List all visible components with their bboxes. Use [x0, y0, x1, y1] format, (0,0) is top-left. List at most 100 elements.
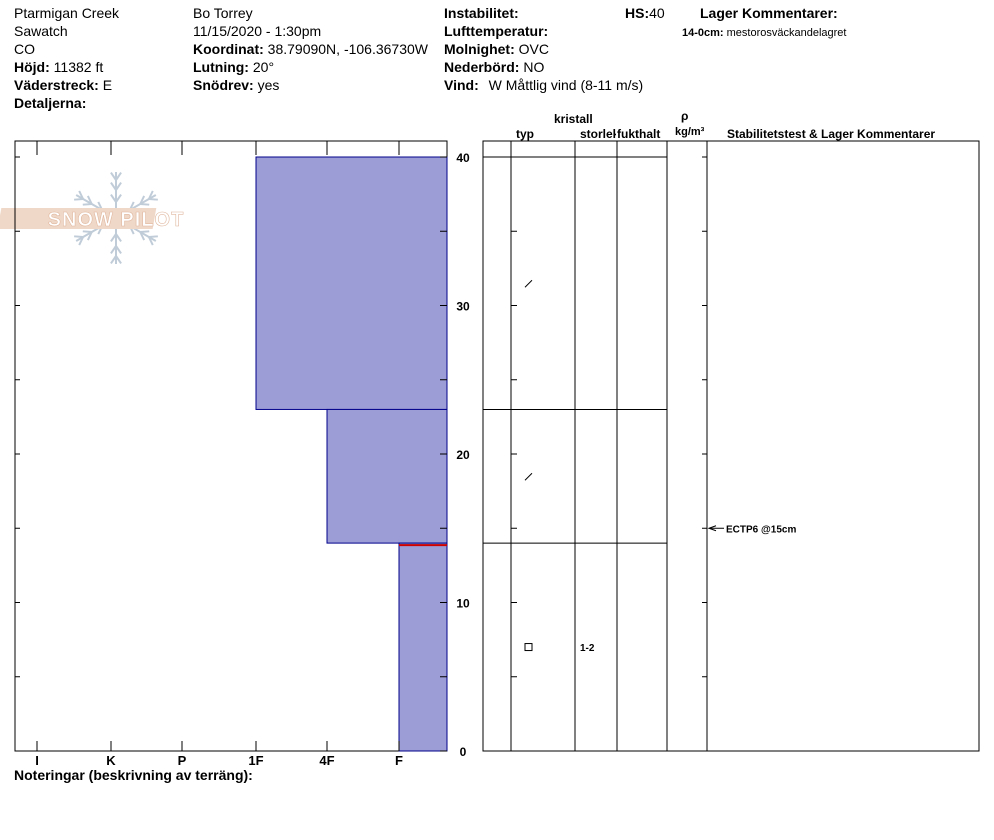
snowflake-branch [115, 245, 122, 254]
crystal-header: kristall [554, 112, 593, 126]
type-header: typ [516, 127, 534, 141]
faceted-grain-icon [524, 643, 533, 652]
logo-band [0, 208, 157, 229]
wind-row: Vind: W Måttlig vind (8-11 m/s) [444, 76, 643, 94]
depth-axis: 0 10 20 30 40 [456, 151, 470, 759]
mountain-range: Sawatch [14, 23, 68, 39]
hardness-layer-bar [398, 542, 448, 752]
grain-size-label: 1-2 [580, 643, 595, 654]
hardness-tick-label: 4F [319, 753, 334, 768]
stability-header: Stabilitetstest & Lager Kommentarer [727, 127, 936, 141]
snowflake-branch [110, 233, 117, 242]
coordinate-label: Koordinat: [193, 41, 264, 57]
slope-label: Lutning: [193, 59, 249, 75]
depth-tick-label: 30 [456, 300, 470, 314]
drift-row: Snödrev: yes [193, 76, 279, 94]
snowflake-branch [110, 182, 117, 191]
coordinate-value: 38.79090N, -106.36730W [267, 41, 428, 57]
hardness-layers [255, 156, 448, 752]
terrain-notes-label: Noteringar (beskrivning av terräng): [14, 767, 253, 783]
depth-tick-label: 0 [460, 745, 467, 759]
observation-datetime: 11/15/2020 - 1:30pm [193, 23, 322, 39]
hardness-tick-label: I [35, 753, 39, 768]
snowflake-branch [148, 235, 158, 238]
snowflake-branch [115, 182, 122, 191]
cloud-value: OVC [518, 41, 549, 57]
observer-name: Bo Torrey [193, 5, 253, 21]
snowflake-branch [74, 198, 84, 201]
state: CO [14, 41, 35, 57]
decomposing-grain-icon [524, 279, 533, 288]
cloud-row: Molnighet: OVC [444, 40, 549, 58]
hardness-tick-label: P [178, 753, 187, 768]
aspect-row: Väderstreck: E [14, 76, 112, 94]
snowflake-branch [110, 172, 117, 181]
snowflake-branch [140, 230, 150, 233]
snowflake-branch [78, 236, 84, 246]
layer-comment-depth: 14-0cm: [682, 27, 724, 39]
elevation-row: Höjd: 11382 ft [14, 58, 103, 76]
precipitation-value: NO [523, 59, 545, 75]
snowflake-branch [74, 235, 84, 238]
snow-pilot-logo: SNOW PILOT [0, 172, 184, 264]
hardness-layer-bar [255, 156, 448, 410]
snowflake-branch [115, 233, 122, 242]
precipitation-label: Nederbörd: [444, 59, 520, 75]
snow-height-value: 40 [649, 5, 665, 21]
left-depth-ticks [15, 156, 447, 752]
drift-label: Snödrev: [193, 77, 254, 93]
moisture-header: fukthalt [617, 127, 661, 141]
decomposing-grain-icon [524, 472, 533, 481]
snowflake-branch [115, 194, 122, 203]
wind-label: Vind: [444, 77, 479, 93]
hardness-axis: I K P 1F 4F F [35, 141, 403, 768]
depth-tick-label: 10 [456, 597, 470, 611]
cloud-label: Molnighet: [444, 41, 515, 57]
logo-text: SNOW PILOT [48, 209, 185, 231]
snowflake-branch [139, 231, 146, 241]
size-header: storlek [580, 127, 616, 141]
layer-comment-row: 14-0cm: mestorosväckandelagret [682, 24, 846, 42]
coordinate-row: Koordinat: 38.79090N, -106.36730W [193, 40, 428, 58]
snowflake-branch [148, 190, 154, 200]
elevation-value: 11382 ft [53, 59, 104, 75]
drift-value: yes [257, 77, 280, 93]
snow-height-row: HS:40 [625, 4, 665, 22]
density-unit-header: kg/m³ [675, 126, 705, 138]
table-depth-ticks [511, 156, 707, 752]
snowflake-branch [139, 195, 146, 205]
rho-header: ρ [681, 109, 689, 123]
snowflake-branch [110, 194, 117, 203]
snowflake-branch [110, 245, 117, 254]
snowflake-branch [148, 198, 158, 201]
snowflake-branch [82, 203, 92, 206]
stability-test-arrowhead [707, 525, 717, 532]
depth-tick-label: 40 [456, 151, 470, 165]
aspect-value: E [102, 77, 113, 93]
air-temperature-label: Lufttemperatur: [444, 23, 549, 39]
hardness-tick-label: F [395, 753, 403, 768]
layer-table-frame [482, 140, 980, 752]
elevation-label: Höjd: [14, 59, 50, 75]
slope-row: Lutning: 20° [193, 58, 274, 76]
snowflake-branch [115, 172, 122, 181]
hardness-tick-label: K [106, 753, 116, 768]
aspect-label: Väderstreck: [14, 77, 99, 93]
snowflake-branch [110, 255, 117, 264]
location-name: Ptarmigan Creek [14, 5, 120, 21]
layer-comments-label: Lager Kommentarer: [700, 5, 838, 21]
snowflake-branch [86, 231, 93, 241]
snowflake-branch [148, 236, 154, 246]
depth-tick-label: 20 [456, 448, 470, 462]
snow-height-label: HS: [625, 5, 650, 21]
snowflake-branch [78, 190, 84, 200]
wind-value: W Måttlig vind (8-11 m/s) [488, 77, 644, 93]
hardness-tick-label: 1F [248, 753, 263, 768]
snowflake-branch [82, 230, 92, 233]
precipitation-row: Nederbörd: NO [444, 58, 544, 76]
snowflake-branch [140, 203, 150, 206]
snowflake-branch [86, 195, 93, 205]
layer-comment-text: mestorosväckandelagret [726, 27, 847, 39]
snowflake-branch [115, 255, 122, 264]
